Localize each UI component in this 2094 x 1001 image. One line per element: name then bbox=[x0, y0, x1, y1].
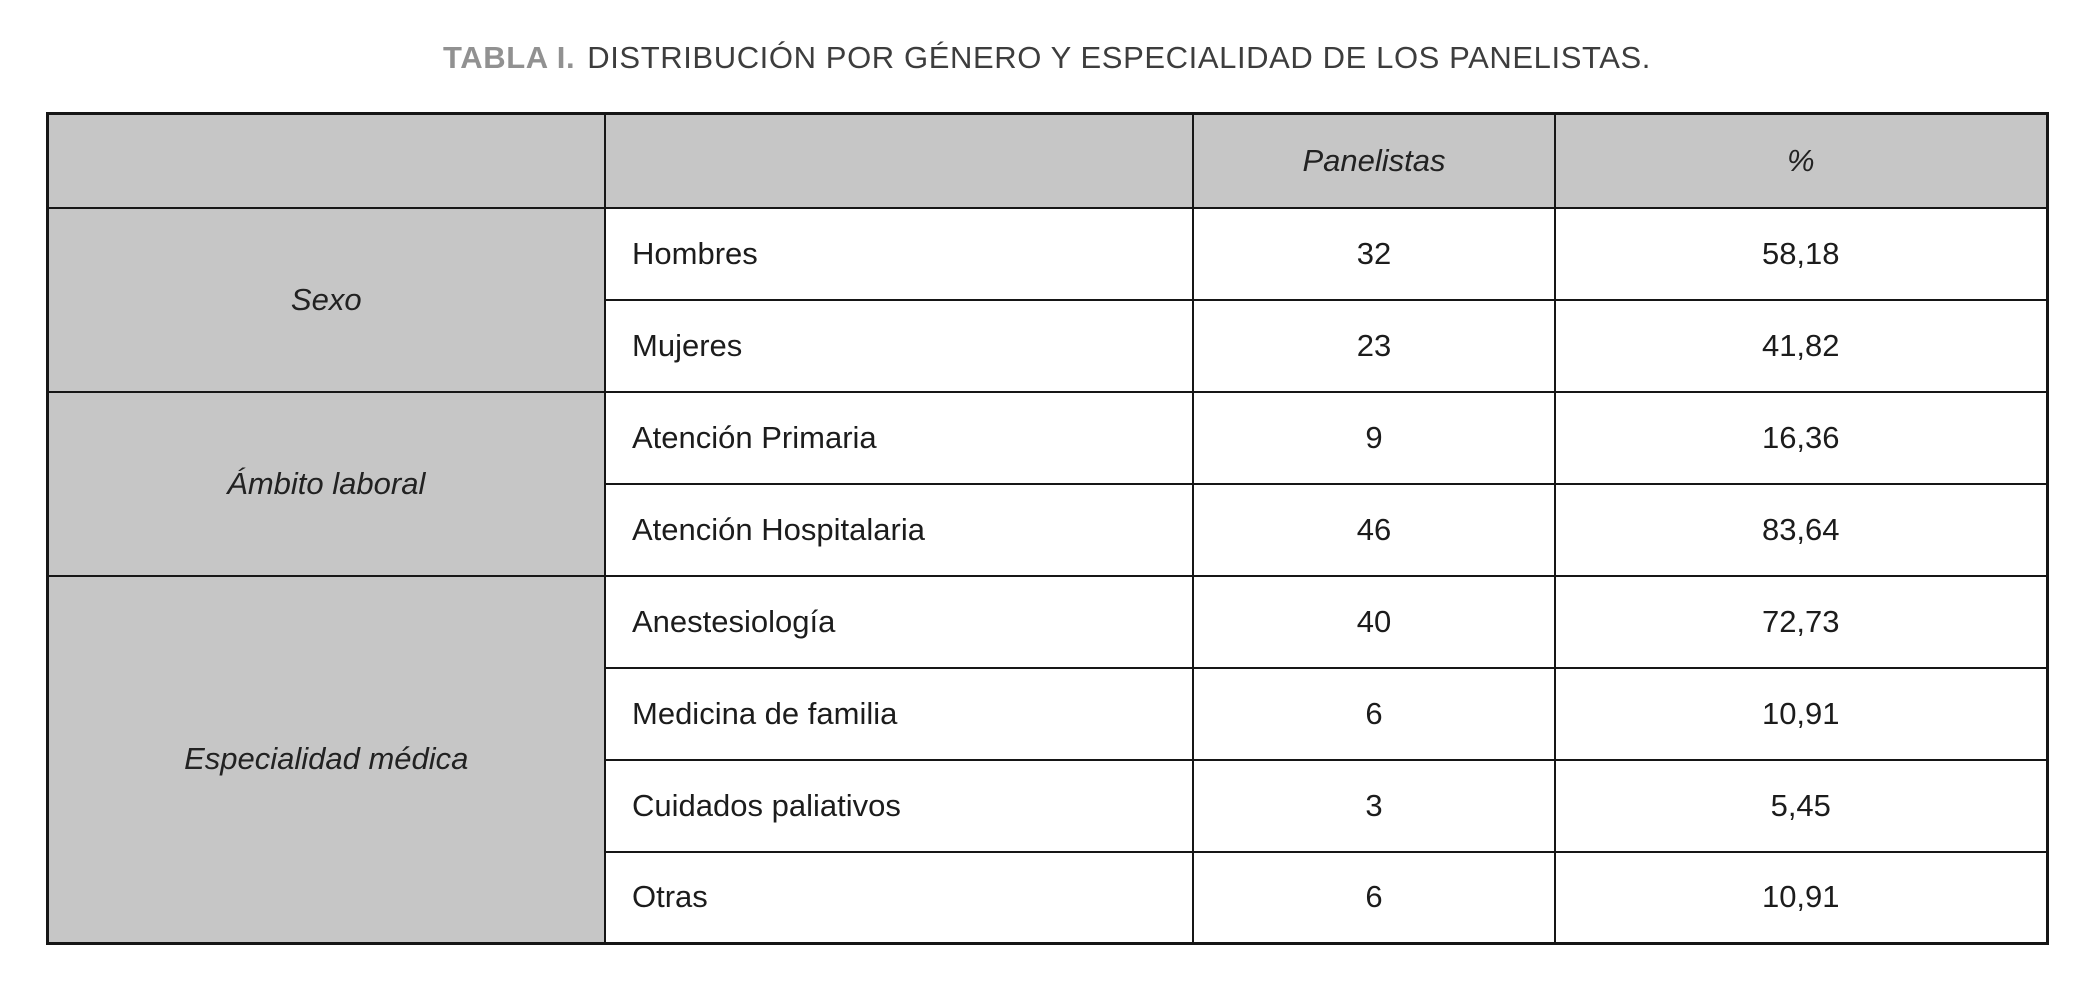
group-cell-especialidad-medica: Especialidad médica bbox=[46, 574, 606, 945]
count-cell: 3 bbox=[1192, 758, 1556, 853]
group-cell-sexo: Sexo bbox=[46, 206, 606, 393]
count-cell: 46 bbox=[1192, 482, 1556, 577]
percent-cell: 58,18 bbox=[1554, 206, 2048, 301]
count-cell: 9 bbox=[1192, 390, 1556, 485]
category-cell: Anestesiología bbox=[604, 574, 1194, 669]
percent-cell: 10,91 bbox=[1554, 666, 2048, 761]
count-cell: 40 bbox=[1192, 574, 1556, 669]
percent-cell: 83,64 bbox=[1554, 482, 2048, 577]
header-cell-empty-2 bbox=[604, 112, 1194, 209]
table-row: Otras 6 10,91 bbox=[47, 850, 2048, 945]
category-cell: Atención Primaria bbox=[604, 390, 1194, 485]
percent-cell: 41,82 bbox=[1554, 298, 2048, 393]
table-title-label: TABLA I. bbox=[442, 40, 576, 75]
count-cell: 6 bbox=[1192, 666, 1556, 761]
percent-cell: 5,45 bbox=[1554, 758, 2048, 853]
count-cell: 6 bbox=[1192, 850, 1556, 945]
category-cell: Medicina de familia bbox=[604, 666, 1194, 761]
category-cell: Hombres bbox=[604, 206, 1194, 301]
table-row: Atención Hospitalaria 46 83,64 bbox=[47, 482, 2048, 577]
table-row: Especialidad médica Anestesiología 40 72… bbox=[46, 574, 2048, 945]
category-cell: Atención Hospitalaria bbox=[604, 482, 1194, 577]
header-cell-percent: % bbox=[1554, 112, 2048, 209]
table-row: Ámbito laboral Atención Primaria 9 16,36 bbox=[46, 390, 2048, 577]
group-cell-ambito-laboral: Ámbito laboral bbox=[46, 390, 606, 577]
category-cell: Otras bbox=[604, 850, 1194, 945]
header-cell-empty-1 bbox=[46, 112, 606, 209]
table-row: Medicina de familia 6 10,91 bbox=[47, 666, 2048, 761]
table-row: Cuidados paliativos 3 5,45 bbox=[47, 758, 2048, 853]
count-cell: 23 bbox=[1192, 298, 1556, 393]
table-title: TABLA I. DISTRIBUCIÓN POR GÉNERO Y ESPECI… bbox=[0, 40, 2094, 76]
table-row: Mujeres 23 41,82 bbox=[47, 298, 2048, 393]
panelists-table: Panelistas % Sexo Hombres 32 58,18 Mujer… bbox=[45, 112, 2049, 945]
percent-cell: 16,36 bbox=[1554, 390, 2048, 485]
category-cell: Mujeres bbox=[604, 298, 1194, 393]
category-cell: Cuidados paliativos bbox=[604, 758, 1194, 853]
percent-cell: 10,91 bbox=[1554, 850, 2048, 945]
table-row: Sexo Hombres 32 58,18 bbox=[46, 206, 2048, 393]
count-cell: 32 bbox=[1192, 206, 1556, 301]
table-title-text: DISTRIBUCIÓN POR GÉNERO Y ESPECIALIDAD D… bbox=[587, 40, 1652, 75]
header-row: Panelistas % bbox=[46, 112, 2048, 209]
percent-cell: 72,73 bbox=[1554, 574, 2048, 669]
header-cell-panelistas: Panelistas bbox=[1192, 112, 1556, 209]
